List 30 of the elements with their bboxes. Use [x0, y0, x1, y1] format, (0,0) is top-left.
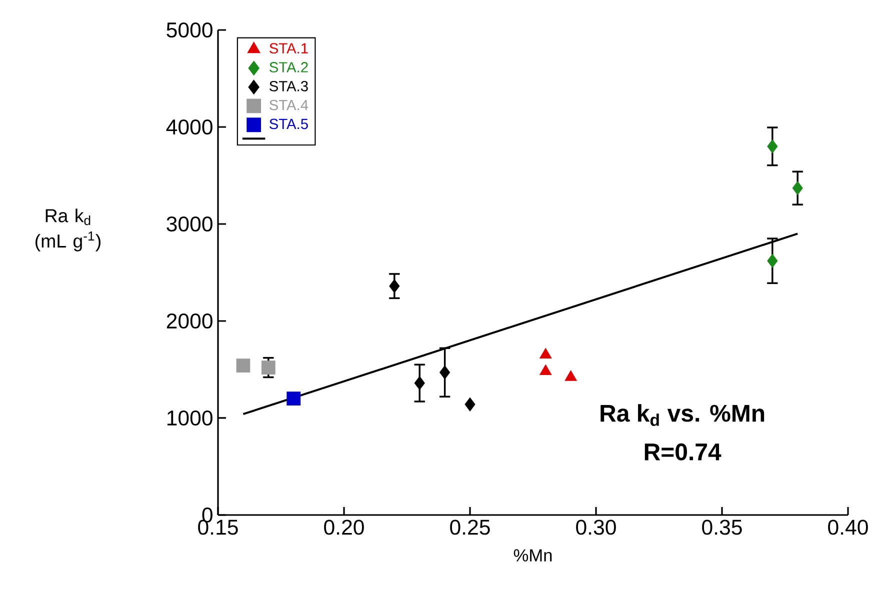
- point: [236, 358, 250, 373]
- legend-label: STA.3: [270, 80, 308, 92]
- legend-label: STA.5: [270, 118, 308, 130]
- x-tick-label: 0.20: [324, 520, 364, 535]
- y-tick-label: 3000: [166, 216, 212, 232]
- point: [767, 254, 778, 268]
- x-tick-label: 0.40: [828, 520, 868, 535]
- annotation: Ra k$_{d}$ vs. %Mn: [600, 404, 764, 426]
- legend-label: STA.2: [270, 62, 308, 72]
- x-axis-title: %Mn: [514, 549, 552, 562]
- point: [792, 181, 803, 196]
- point: [440, 365, 450, 380]
- y-tick-label: 4000: [166, 119, 212, 135]
- annotation: R=0.74: [644, 443, 722, 460]
- x-tick-label: 0.35: [702, 520, 742, 535]
- x-tick-label: 0.25: [450, 520, 490, 535]
- y-tick-label: 1000: [167, 410, 212, 426]
- legend-label: STA.1: [270, 43, 308, 54]
- point: [286, 392, 301, 406]
- point: [261, 360, 276, 374]
- y-axis-title: Ra k$_{d}$ (mL g$^{-1}$): [36, 208, 100, 252]
- y-tick-label: 5000: [166, 22, 212, 38]
- point: [767, 139, 778, 154]
- y-tick-label: 2000: [166, 313, 212, 329]
- point: [464, 397, 476, 412]
- point: [540, 348, 552, 359]
- point: [389, 279, 400, 294]
- legend-label: STA.4: [270, 100, 308, 110]
- point: [414, 376, 425, 390]
- x-tick-label: 0.30: [576, 520, 616, 535]
